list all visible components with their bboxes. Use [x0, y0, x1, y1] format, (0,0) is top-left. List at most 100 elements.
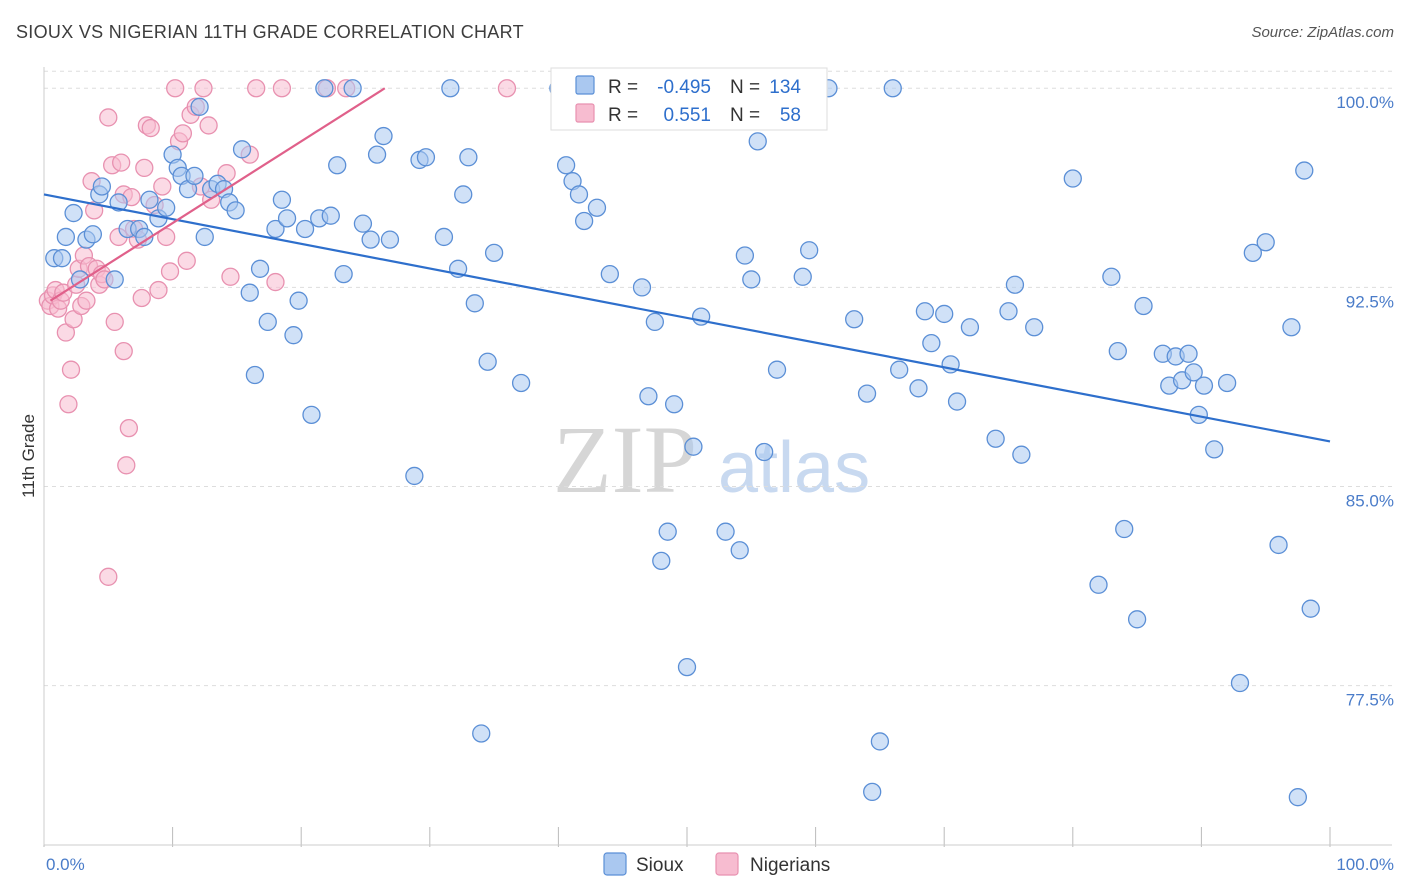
sioux-point	[935, 304, 954, 324]
sioux-point	[272, 190, 292, 209]
sioux-point	[157, 198, 176, 217]
nigerians-point	[132, 288, 151, 308]
sioux-point	[645, 312, 664, 332]
sioux-point	[190, 97, 209, 116]
sioux-point	[465, 294, 484, 313]
sioux-point	[915, 302, 935, 321]
nigerians-point	[117, 456, 136, 475]
sioux-point	[1134, 296, 1153, 316]
stats-swatch-nigerians	[575, 103, 595, 123]
nigerians-trend-line	[49, 87, 386, 302]
chart-source: Source: ZipAtlas.com	[1251, 24, 1394, 41]
sioux-point	[484, 243, 504, 263]
nigerians-point	[173, 124, 193, 143]
sioux-point	[1256, 233, 1275, 252]
nigerians-point	[149, 280, 168, 300]
sioux-point	[380, 230, 400, 249]
sioux-point	[652, 551, 671, 571]
sioux-point	[1301, 599, 1320, 618]
sioux-point	[658, 522, 677, 541]
sioux-point	[1184, 363, 1203, 382]
sioux-point	[587, 198, 607, 217]
y-tick-label: 77.5%	[1346, 691, 1394, 710]
sioux-point	[511, 373, 531, 393]
sioux-point	[289, 291, 308, 310]
sioux-point	[83, 225, 103, 244]
sioux-point	[232, 140, 252, 159]
sioux-point	[1127, 610, 1147, 629]
sioux-point	[240, 283, 259, 302]
sioux-point	[1243, 243, 1262, 263]
sioux-point	[185, 166, 204, 186]
nigerians-point	[199, 116, 218, 135]
legend-label-nigerians: Nigerians	[750, 855, 830, 876]
sioux-point	[569, 185, 589, 204]
sioux-point	[870, 732, 890, 751]
sioux-point	[284, 326, 303, 345]
sioux-point	[109, 193, 128, 212]
sioux-point	[434, 227, 454, 247]
sioux-trend-line	[43, 193, 1331, 443]
sioux-point	[353, 214, 373, 233]
y-axis-title: 11th Grade	[19, 414, 38, 498]
sioux-point	[883, 79, 902, 98]
sioux-point	[1194, 376, 1214, 395]
chart-title: SIOUX VS NIGERIAN 11TH GRADE CORRELATION…	[16, 22, 524, 42]
sioux-point	[1025, 318, 1044, 337]
stats-box: R = -0.495 N = 134 R = 0.551 N = 58	[550, 67, 828, 131]
sioux-points	[45, 79, 1320, 807]
nigerians-point	[160, 262, 180, 281]
sioux-point	[677, 657, 697, 677]
watermark-zip: ZIP	[553, 406, 697, 513]
x-axis-ticks	[43, 827, 1331, 847]
sioux-point	[472, 724, 491, 743]
nigerians-point	[247, 79, 266, 98]
sioux-point	[742, 270, 761, 289]
nigerians-point	[194, 79, 213, 98]
stats-n-value-nigerians: 58	[780, 105, 801, 126]
nigerians-point	[272, 79, 292, 98]
sioux-point	[684, 437, 703, 456]
sioux-point	[1108, 341, 1127, 361]
sioux-point	[793, 267, 812, 286]
sioux-point	[105, 270, 124, 289]
sioux-point	[52, 249, 72, 268]
sioux-point	[266, 219, 285, 239]
nigerians-point	[141, 118, 160, 138]
nigerians-point	[105, 312, 124, 332]
y-tick-label: 85.0%	[1346, 492, 1394, 511]
nigerians-point	[99, 567, 118, 586]
sioux-point	[374, 126, 393, 146]
sioux-point	[321, 206, 340, 225]
sioux-point	[1005, 275, 1025, 294]
sioux-point	[454, 185, 473, 204]
sioux-point	[960, 318, 980, 337]
sioux-point	[1205, 440, 1224, 459]
sioux-point	[135, 227, 154, 247]
sioux-point	[361, 230, 380, 249]
sioux-point	[800, 241, 819, 260]
sioux-point	[416, 148, 436, 167]
sioux-point	[226, 201, 245, 220]
sioux-point	[664, 395, 684, 414]
legend-swatch-sioux	[603, 852, 627, 876]
stats-n-value-sioux: 134	[769, 77, 801, 98]
stats-r-value-sioux: -0.495	[657, 77, 711, 98]
nigerians-point	[112, 153, 131, 172]
legend-label-sioux: Sioux	[636, 855, 684, 876]
sioux-point	[334, 264, 353, 284]
sioux-point	[405, 466, 424, 486]
sioux-point	[1295, 161, 1314, 180]
legend: Sioux Nigerians	[603, 852, 830, 876]
sioux-point	[767, 360, 787, 379]
nigerians-point	[77, 291, 96, 310]
legend-swatch-nigerians	[715, 852, 739, 876]
sioux-point	[1012, 445, 1031, 464]
sioux-point	[302, 405, 321, 424]
sioux-point	[92, 177, 112, 196]
sioux-point	[277, 209, 297, 228]
stats-swatch-sioux	[575, 75, 595, 95]
nigerians-point	[135, 158, 154, 178]
nigerians-point	[166, 79, 185, 98]
nigerians-point	[114, 341, 133, 361]
